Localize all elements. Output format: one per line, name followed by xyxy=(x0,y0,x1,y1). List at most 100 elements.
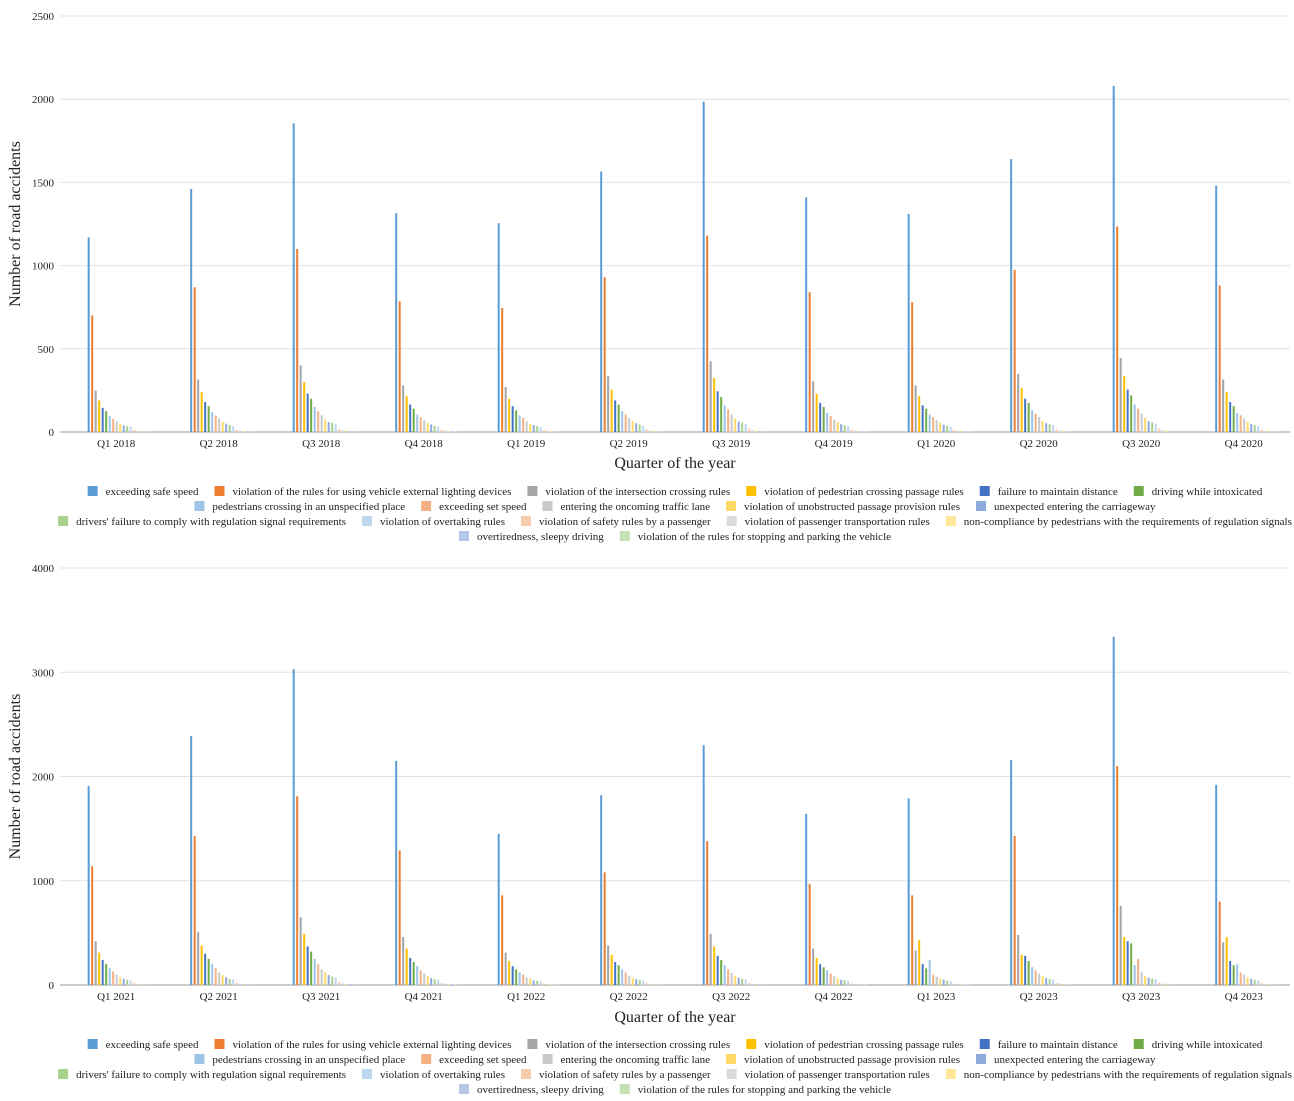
bar xyxy=(108,416,111,432)
bar xyxy=(246,984,249,985)
legend-swatch xyxy=(619,531,630,541)
bar xyxy=(225,977,228,985)
legend-swatch xyxy=(979,1039,990,1049)
category-label: Q2 2021 xyxy=(200,991,238,1003)
bar xyxy=(303,382,306,432)
bar xyxy=(341,983,344,985)
bar xyxy=(1045,978,1048,985)
bar xyxy=(928,414,931,432)
bar xyxy=(246,431,249,432)
bar xyxy=(529,978,532,985)
bar xyxy=(296,248,299,432)
bar xyxy=(1218,285,1221,432)
bar xyxy=(126,979,129,985)
bar xyxy=(402,385,405,432)
bar xyxy=(204,953,207,985)
bar xyxy=(225,423,228,432)
category-label: Q2 2022 xyxy=(610,991,648,1003)
bar xyxy=(744,424,747,432)
bar xyxy=(327,422,330,432)
bar xyxy=(727,409,730,432)
category-label: Q1 2022 xyxy=(507,991,545,1003)
legend-label: exceeding safe speed xyxy=(106,1039,199,1051)
bar xyxy=(140,984,143,985)
bar xyxy=(1010,759,1013,985)
bar xyxy=(645,983,648,985)
bar xyxy=(716,391,719,432)
bar xyxy=(352,431,355,432)
bar xyxy=(1165,430,1168,432)
bar xyxy=(1024,955,1027,985)
bar xyxy=(638,424,641,432)
bar xyxy=(967,984,970,986)
bar xyxy=(398,301,401,432)
y-tick-label: 2500 xyxy=(32,11,55,23)
bar xyxy=(221,422,224,432)
bar xyxy=(907,214,910,432)
bar xyxy=(522,417,525,432)
bar xyxy=(211,412,214,432)
bar xyxy=(91,866,94,985)
bar xyxy=(762,431,765,432)
bar xyxy=(600,795,603,985)
bar xyxy=(1172,984,1175,985)
bar xyxy=(532,980,535,985)
legend-label: unexpected entering the carriageway xyxy=(994,1054,1156,1066)
bar xyxy=(115,421,118,432)
bar xyxy=(652,430,655,432)
bar xyxy=(1246,422,1249,432)
bar xyxy=(504,952,507,985)
bar xyxy=(621,969,624,985)
bar xyxy=(652,984,655,985)
bar xyxy=(292,669,295,985)
legend-swatch xyxy=(976,1054,987,1064)
bar xyxy=(709,933,712,985)
bar xyxy=(348,983,351,985)
bar xyxy=(143,984,146,985)
bar xyxy=(87,237,90,432)
y-tick-label: 0 xyxy=(49,980,55,992)
bar xyxy=(147,431,150,433)
bar xyxy=(310,398,313,432)
bar xyxy=(812,381,815,432)
bar xyxy=(836,978,839,985)
bar xyxy=(843,425,846,432)
bar xyxy=(1236,964,1239,985)
bar xyxy=(334,424,337,432)
legend-swatch xyxy=(945,516,956,526)
bar xyxy=(518,972,521,985)
bar xyxy=(454,431,457,433)
bar xyxy=(614,400,617,432)
bar xyxy=(1267,430,1270,432)
bar xyxy=(953,429,956,432)
y-tick-label: 4000 xyxy=(32,563,55,575)
bar xyxy=(1264,983,1267,985)
bar xyxy=(497,223,500,432)
bar xyxy=(430,424,433,432)
bar xyxy=(101,407,104,432)
bar xyxy=(1260,983,1263,985)
bar xyxy=(600,171,603,433)
bar xyxy=(522,974,525,985)
bar xyxy=(1232,965,1235,985)
legend-swatch xyxy=(746,1039,757,1049)
bar xyxy=(1116,226,1119,432)
bar xyxy=(409,957,412,985)
bar xyxy=(242,983,245,985)
bar xyxy=(854,430,857,432)
bar xyxy=(1140,413,1143,432)
bar xyxy=(1133,965,1136,985)
bar xyxy=(532,425,535,432)
bar xyxy=(1140,972,1143,985)
bar xyxy=(1031,967,1034,985)
category-label: Q4 2021 xyxy=(405,991,443,1003)
category-label: Q3 2022 xyxy=(712,991,750,1003)
bar xyxy=(200,945,203,985)
bar xyxy=(1250,424,1253,432)
bar xyxy=(819,402,822,432)
bar xyxy=(1253,425,1256,432)
legend-swatch xyxy=(979,486,990,496)
category-label: Q3 2018 xyxy=(302,438,341,450)
bar xyxy=(239,983,242,985)
bar xyxy=(758,984,761,985)
